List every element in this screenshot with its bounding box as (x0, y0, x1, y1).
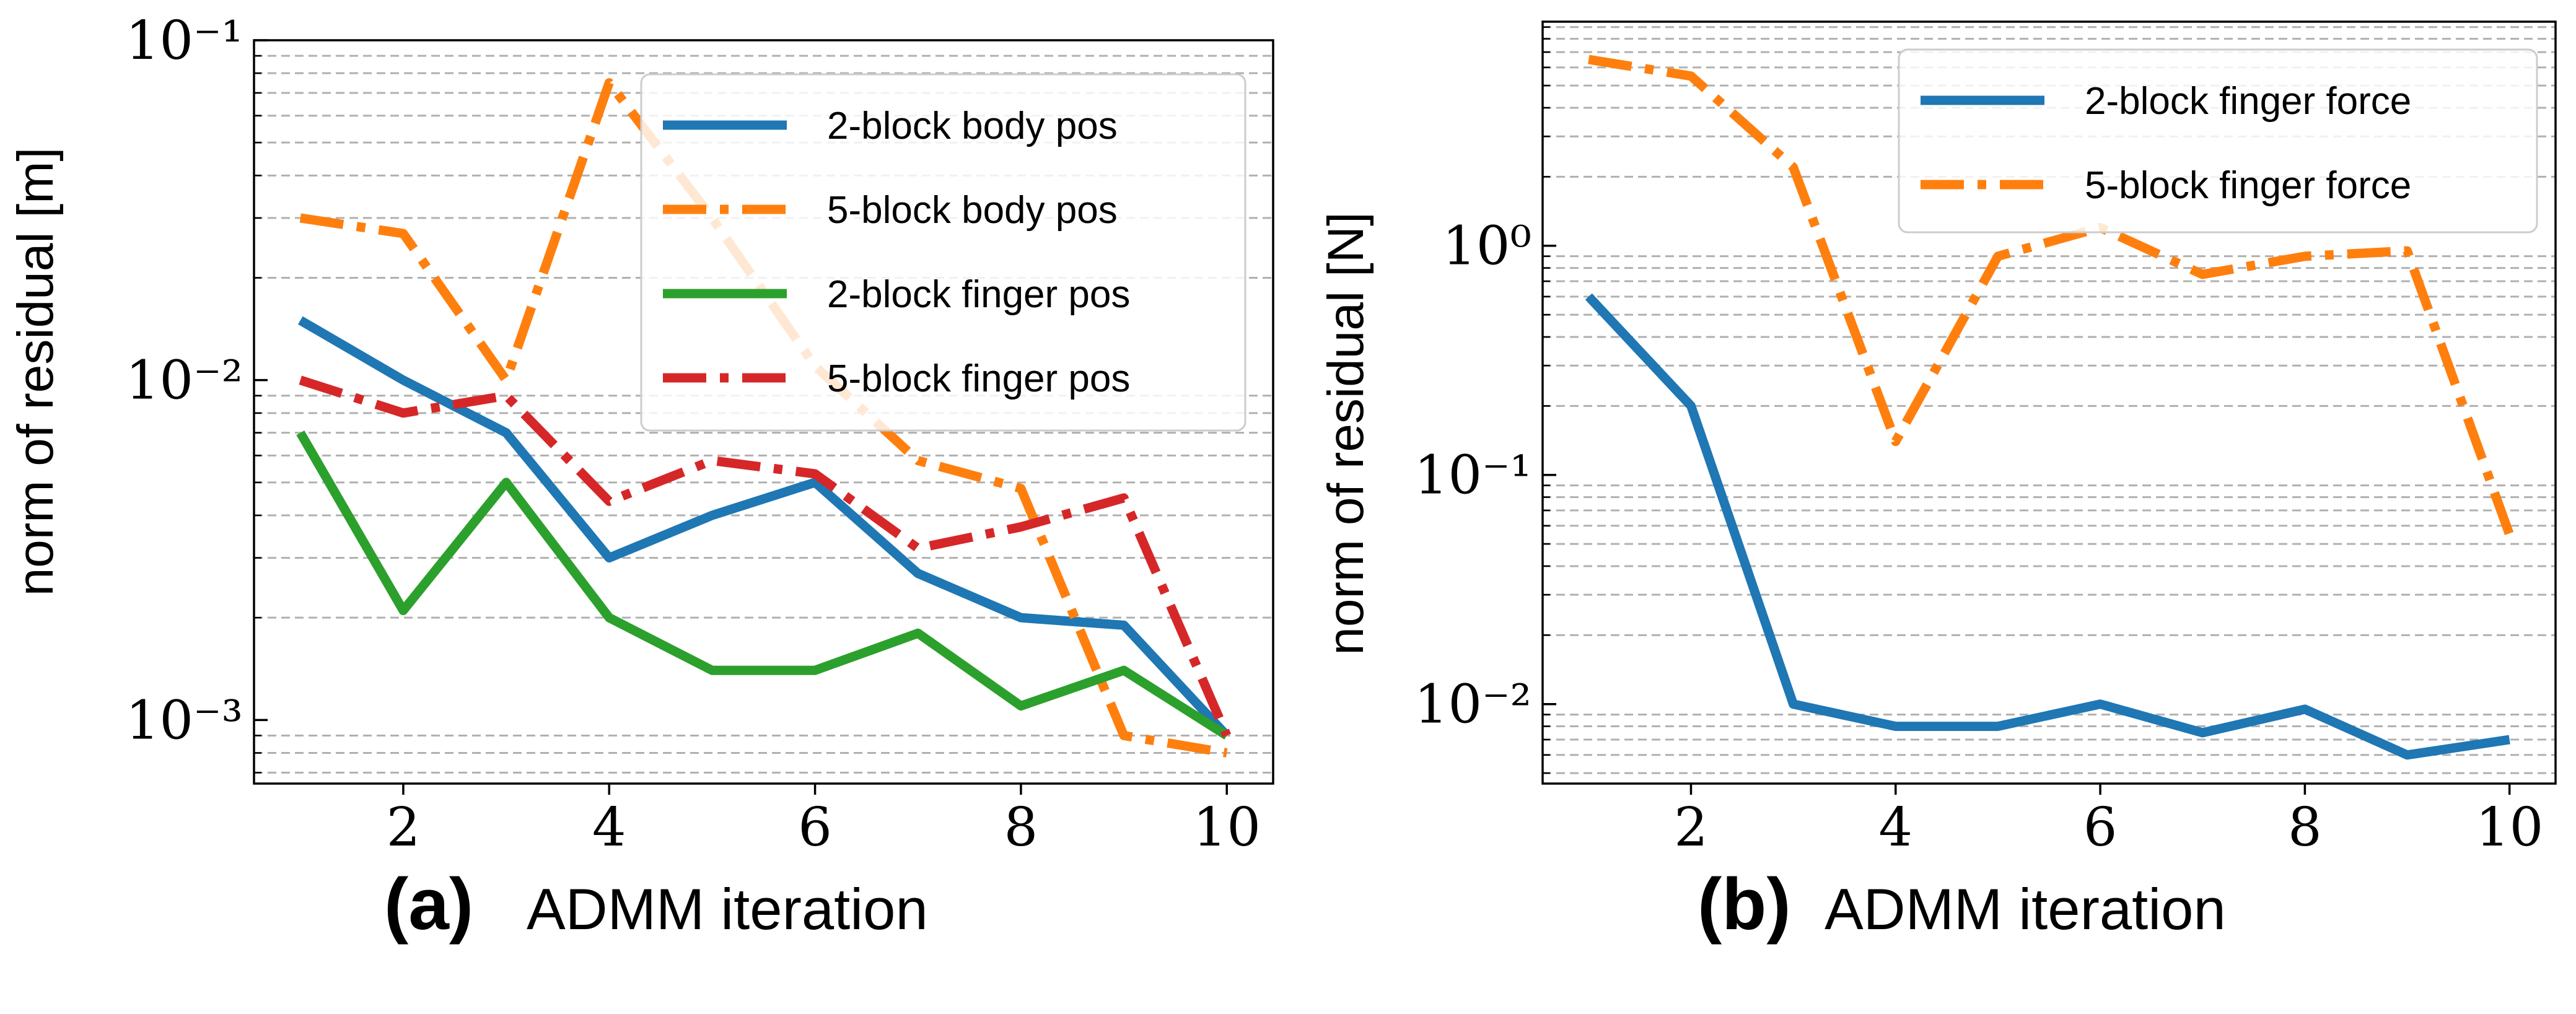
series-line-2-block-finger-pos (296, 430, 1230, 740)
panel-b-plot: 10⁻² 10⁻¹ 10⁰ 2 4 6 8 10 2-block finger force 5-b… (1414, 20, 2557, 859)
x-tick-label: 10 (1193, 797, 1261, 859)
series-line-5-block-finger-pos (299, 375, 1232, 738)
panel-a-plot: 10⁻³ 10⁻² 10⁻¹ 2 4 6 8 10 2-block body pos 5-bloc… (126, 10, 1274, 859)
y-tick-label: 10⁻² (126, 350, 243, 412)
panel-b-letter: (b) (1698, 863, 1791, 945)
plot-frame (253, 39, 1274, 785)
x-tick-label: 6 (2083, 797, 2118, 859)
legend-label: 2-block finger pos (827, 273, 1130, 316)
x-tick-label: 8 (1004, 797, 1038, 859)
x-tick-label: 4 (592, 797, 626, 859)
legend-label: 5-block body pos (827, 189, 1118, 232)
panel-a: norm of residual [m] (a) ADMM iteration … (7, 10, 1274, 945)
x-tick-label: 6 (798, 797, 832, 859)
x-tick-label: 2 (387, 797, 421, 859)
panel-b-ylabel: norm of residual [N] (1318, 212, 1374, 655)
panel-b-xlabel: ADMM iteration (1825, 876, 2226, 942)
x-tick-label: 2 (1674, 797, 1708, 859)
y-tick-label: 10⁰ (1442, 216, 1531, 278)
x-tick-label: 8 (2288, 797, 2322, 859)
panel-a-xlabel: ADMM iteration (527, 876, 928, 942)
legend-box (1898, 48, 2538, 234)
x-tick-label: 4 (1878, 797, 1912, 859)
y-tick-label: 10⁻¹ (126, 10, 243, 72)
y-tick-label: 10⁻³ (126, 689, 243, 751)
legend-label: 5-block finger pos (827, 357, 1130, 400)
series-line-5-block-finger-force (1588, 55, 2514, 536)
panel-b: norm of residual [N] (b) ADMM iteration … (1318, 20, 2557, 945)
legend-label: 5-block finger force (2085, 164, 2411, 207)
y-tick-label: 10⁻² (1414, 674, 1531, 736)
legend-label: 2-block body pos (827, 105, 1118, 147)
x-tick-label: 10 (2476, 797, 2543, 859)
series-line-2-block-finger-force (1585, 293, 2510, 760)
legend-label: 2-block finger force (2085, 80, 2411, 123)
legend-box (640, 73, 1246, 432)
y-tick-label: 10⁻¹ (1414, 445, 1531, 507)
plot-frame (1541, 20, 2557, 785)
panel-a-letter: (a) (384, 863, 473, 945)
panel-a-ylabel: norm of residual [m] (7, 147, 64, 597)
